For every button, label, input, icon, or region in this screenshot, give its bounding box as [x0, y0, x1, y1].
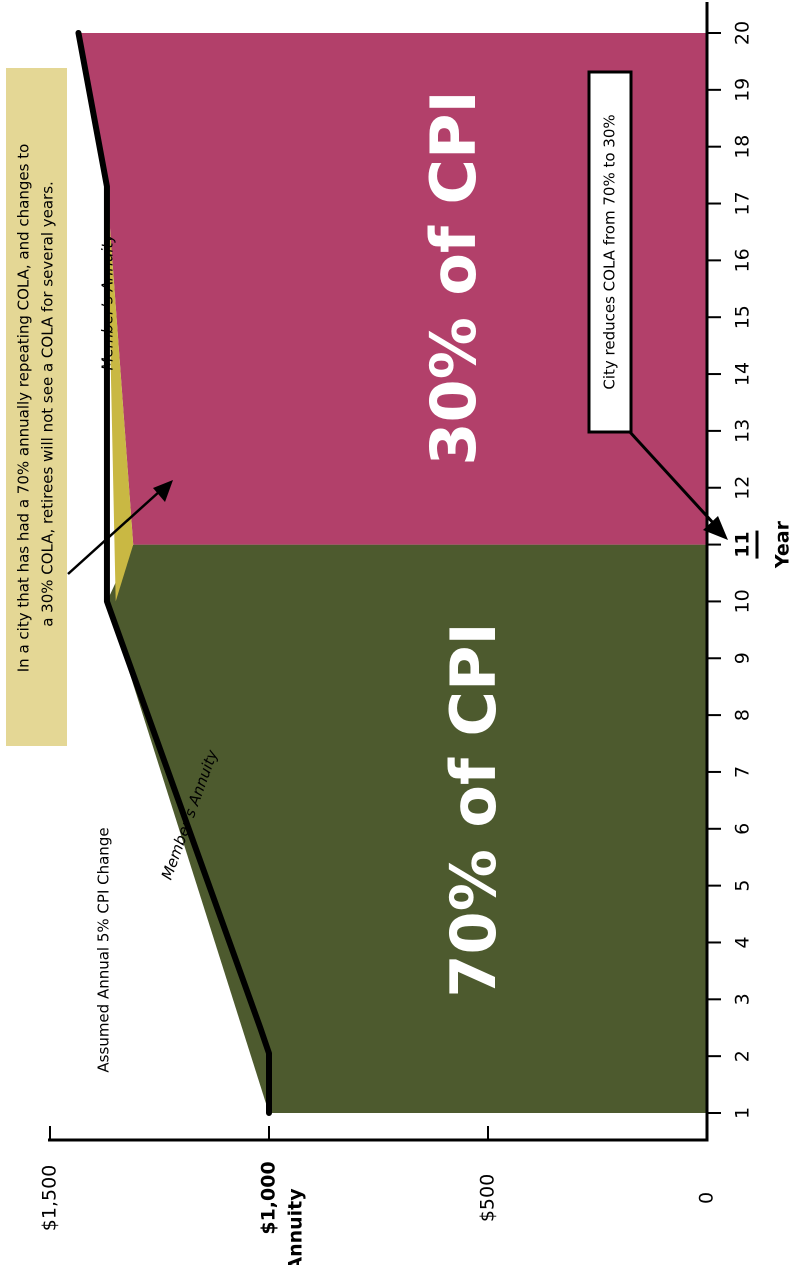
- y-tick-label: $1,500: [39, 1165, 61, 1231]
- note-callout: In a city that has had a 70% annually re…: [6, 68, 173, 746]
- x-tick-label: 13: [732, 419, 754, 443]
- note-arrow: [67, 490, 161, 575]
- member-annuity-line: [75, 30, 272, 1116]
- member-annuity-label-2: Member’s Annuity: [99, 233, 117, 371]
- x-tick-label: 16: [732, 248, 754, 272]
- region-label-70: 70% of CPI: [437, 622, 510, 997]
- x-tick-label: 10: [732, 589, 754, 613]
- y-tick-label: $1,000: [258, 1161, 280, 1234]
- region-label-30: 30% of CPI: [417, 90, 490, 465]
- x-tick-label: 19: [732, 78, 754, 102]
- region-70-area: [106, 544, 707, 1113]
- x-tick-label: 8: [732, 709, 754, 721]
- x-tick-label: 1: [732, 1107, 754, 1119]
- note-line-1: In a city that has had a 70% annually re…: [15, 144, 33, 673]
- x-tick-label: 14: [732, 362, 754, 386]
- y-tick-label: $500: [477, 1174, 499, 1222]
- x-tick-label: 20: [732, 21, 754, 45]
- callout-box: [587, 70, 633, 434]
- note-line-2: a 30% COLA, retirees will not see a COLA…: [39, 181, 57, 627]
- plot-area: 1234567891011121314151617181920Year0$500…: [39, 2, 794, 1265]
- callout-arrow: [627, 429, 717, 527]
- x-tick-label: 12: [732, 476, 754, 500]
- x-tick-label: 15: [732, 305, 754, 329]
- city-reduces-callout: City reduces COLA from 70% to 30%: [587, 70, 728, 540]
- y-tick-sublabel: Annuity: [285, 1188, 307, 1265]
- x-tick-label: 9: [732, 652, 754, 664]
- x-tick-label: 11: [732, 531, 754, 557]
- callout-arrowhead: [703, 516, 728, 540]
- assumed-cpi-label: Assumed Annual 5% CPI Change: [95, 827, 113, 1072]
- x-tick-label: 7: [732, 766, 754, 778]
- note-box: [6, 68, 67, 746]
- lost-cola-area: [106, 186, 134, 602]
- callout-text: City reduces COLA from 70% to 30%: [601, 114, 619, 389]
- x-tick-label: 3: [732, 993, 754, 1005]
- x-tick-label: 2: [732, 1050, 754, 1062]
- y-tick-label: 0: [696, 1192, 718, 1204]
- x-tick-label: 5: [732, 880, 754, 892]
- x-tick-label: 17: [732, 191, 754, 215]
- x-axis-title: Year: [772, 520, 794, 569]
- x-tick-label: 18: [732, 135, 754, 159]
- region-30-area: [78, 33, 708, 545]
- note-arrowhead: [153, 480, 173, 502]
- x-tick-label: 4: [732, 936, 754, 948]
- x-tick-label: 6: [732, 823, 754, 835]
